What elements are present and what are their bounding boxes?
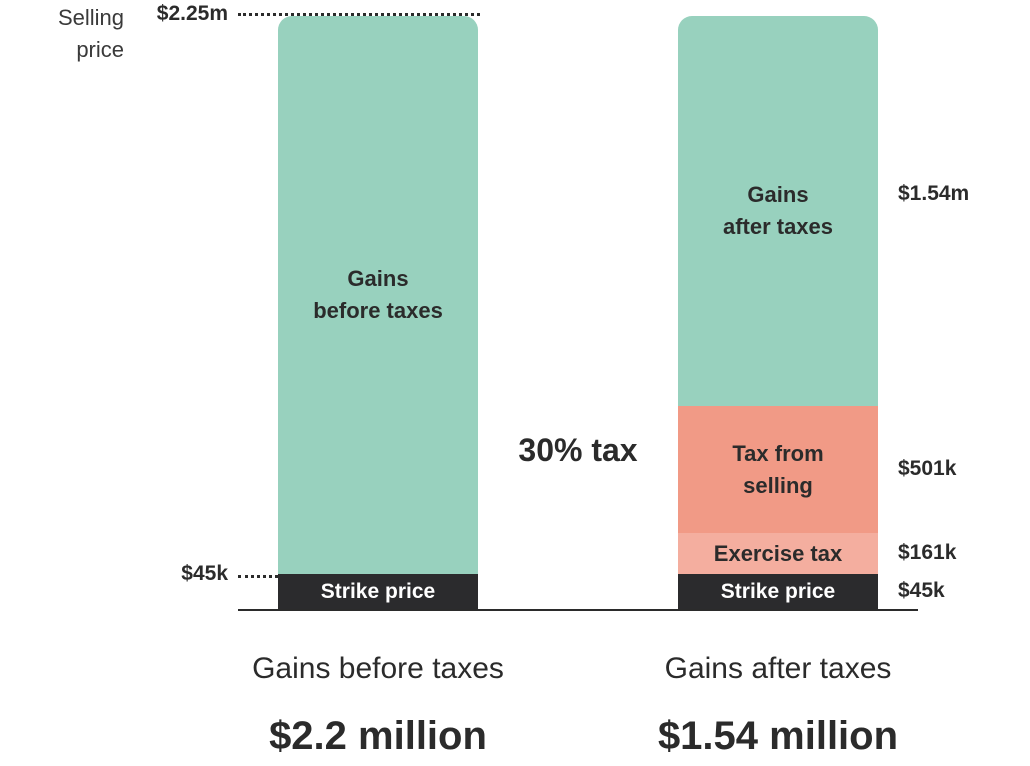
total-after-taxes: $1.54 million — [657, 714, 899, 758]
value-label-gains-after: $1.54m — [898, 182, 970, 206]
segment-tax-from-selling: Tax from selling — [678, 406, 878, 534]
caption-after-taxes: Gains after taxes — [664, 652, 892, 685]
caption-before-taxes: Gains before taxes — [252, 652, 504, 685]
value-label-strike-price: $45k — [898, 579, 945, 602]
value-label-tax-from-selling: $501k — [898, 456, 957, 480]
bar-after-taxes: Gains after taxes Tax from selling Exerc… — [678, 16, 878, 610]
selling-price-guide — [238, 13, 480, 16]
strike-price-guide — [238, 575, 278, 578]
segment-strike-price-after: Strike price — [678, 574, 878, 610]
tax-rate-label: 30% tax — [518, 432, 638, 468]
segment-strike-price-before: Strike price — [278, 574, 478, 610]
bar-before-taxes: Gains before taxes Strike price — [278, 16, 478, 610]
tick-label-bottom: $45k — [181, 562, 228, 585]
selling-price-label: Selling price — [57, 5, 124, 62]
value-label-exercise-tax: $161k — [898, 540, 957, 564]
segment-gains-before-taxes: Gains before taxes — [278, 16, 478, 574]
tick-label-top: $2.25m — [156, 2, 228, 25]
segment-exercise-tax: Exercise tax — [678, 533, 878, 574]
total-before-taxes: $2.2 million — [269, 714, 487, 758]
segment-gains-after-taxes: Gains after taxes — [678, 16, 878, 407]
x-axis-baseline — [238, 609, 918, 611]
